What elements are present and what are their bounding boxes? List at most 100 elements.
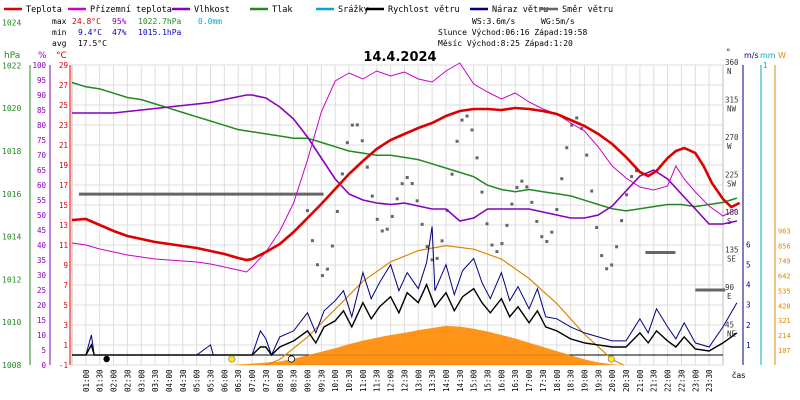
x-tick-label: 18:30	[567, 369, 576, 392]
wind-direction-point	[410, 182, 414, 186]
wind-direction-point	[420, 222, 424, 226]
x-tick-label: 23:30	[705, 369, 714, 392]
pct-tick-label: 75	[37, 136, 46, 145]
hpa-tick-label: 1020	[2, 104, 21, 113]
humidity-line	[72, 94, 738, 225]
degc-tick-label: 23	[59, 121, 68, 130]
x-tick-label: 23:00	[691, 369, 700, 392]
hpa-tick-label: 1024	[2, 19, 21, 28]
hpa-tick-label: 1014	[2, 233, 21, 242]
stats-min-label: min	[52, 28, 67, 37]
wind-direction-point	[475, 156, 479, 160]
stats-max-label: max	[52, 17, 67, 26]
wind-direction-point	[535, 219, 539, 223]
legend-entry: Tlak	[272, 5, 292, 15]
x-tick-label: 16:30	[511, 369, 520, 392]
w-tick-label: 749	[778, 258, 791, 266]
pct-tick-label: 20	[37, 301, 47, 310]
w-axis-label: W	[778, 51, 786, 60]
x-tick-label: 03:00	[137, 369, 146, 392]
wind-direction-point	[590, 189, 594, 193]
x-tick-label: 07:00	[248, 369, 257, 392]
hpa-tick-label: 1008	[2, 361, 21, 370]
stats-max-rain: 0.0mm	[198, 17, 222, 26]
chart-title: 14.4.2024	[363, 50, 436, 65]
degc-tick-label: 7	[63, 281, 68, 290]
dir-tick-label: 360	[725, 58, 739, 67]
degc-tick-label: 27	[59, 81, 68, 90]
w-tick-label: 642	[778, 272, 791, 280]
x-tick-label: 22:30	[677, 369, 686, 392]
dir-tick-label: W	[727, 142, 732, 151]
x-tick-label: 01:00	[82, 369, 91, 392]
pct-tick-label: 85	[37, 106, 46, 115]
ms-tick-label: 3	[746, 301, 751, 310]
x-tick-label: 19:30	[594, 369, 603, 392]
degc-tick-label: 11	[59, 241, 68, 250]
w-tick-label: 856	[778, 243, 791, 251]
x-tick-label: 20:30	[622, 369, 631, 392]
x-tick-label: 14:00	[442, 369, 451, 392]
x-tick-label: 02:00	[110, 369, 119, 392]
x-tick-label: 12:30	[400, 369, 409, 392]
wind-direction-point	[615, 245, 619, 249]
pressure-line	[71, 81, 738, 212]
w-tick-label: 107	[778, 347, 791, 355]
pct-tick-label: 10	[37, 331, 47, 340]
wind-direction-point	[405, 175, 409, 179]
mm-axis-label: mm	[760, 51, 776, 60]
x-tick-label: 04:30	[179, 369, 188, 392]
ms-tick-label: 2	[746, 321, 751, 330]
x-tick-label: 15:30	[484, 369, 493, 392]
wind-direction-point	[620, 219, 624, 223]
x-tick-label: 09:30	[317, 369, 326, 392]
wind-direction-point	[480, 190, 484, 194]
sunrise-marker	[228, 355, 236, 363]
x-tick-label: 11:00	[359, 369, 368, 392]
wind-direction-point	[605, 267, 609, 271]
wind-direction-point	[365, 165, 369, 169]
wind-direction-point	[435, 256, 439, 260]
stats-avg-label: avg	[52, 39, 67, 48]
wind-direction-point	[575, 116, 579, 120]
wind-direction-point	[610, 263, 614, 267]
wind-direction-point	[630, 175, 634, 179]
wind-direction-point	[510, 202, 514, 206]
wind-direction-point	[355, 123, 359, 127]
wind-direction-point	[400, 182, 404, 186]
wind-direction-point	[585, 153, 589, 157]
info-wg: WG:5m/s	[541, 17, 575, 26]
x-tick-label: 07:30	[262, 369, 271, 392]
pct-tick-label: 90	[37, 91, 47, 100]
stats-min-temp: 9.4°C	[78, 28, 102, 37]
x-tick-label: 10:00	[331, 369, 340, 392]
solar-theoretical-line	[265, 244, 624, 366]
legend: Teplota Přízemní teplota Vlhkost Tlak Srážky…	[4, 5, 613, 15]
hpa-axis-label: hPa	[4, 51, 20, 61]
wind-direction-point	[380, 229, 384, 233]
wind-speed-line	[72, 282, 738, 357]
ms-axis-label: m/s	[744, 51, 759, 60]
degc-tick-label: 15	[59, 201, 68, 210]
dir-tick-label: SE	[727, 255, 737, 264]
axis-ticks: 01:00 01:30 02:00 02:30 03:00 03:30 04:00 04:30…	[2, 19, 791, 392]
wind-direction-point	[395, 197, 399, 201]
legend-entry: Přízemní teplota	[90, 5, 172, 15]
x-tick-label: 05:00	[193, 369, 202, 392]
dir-tick-label: NE	[727, 330, 737, 339]
degc-tick-label: 29	[59, 61, 68, 70]
wind-direction-point	[530, 200, 534, 204]
wind-direction-point	[325, 267, 329, 271]
w-tick-label: 963	[778, 228, 791, 236]
x-tick-label: 06:30	[234, 369, 243, 392]
pct-tick-label: 30	[37, 271, 47, 280]
wind-direction-point	[625, 193, 629, 197]
legend-entry: Srážky	[338, 5, 369, 15]
x-tick-label: 08:00	[276, 369, 285, 392]
x-tick-label: 09:00	[303, 369, 312, 392]
ms-tick-label: 1	[746, 341, 751, 350]
wind-direction-point	[505, 223, 509, 227]
wind-direction-point	[485, 222, 489, 226]
x-tick-label: 14:30	[456, 369, 465, 392]
